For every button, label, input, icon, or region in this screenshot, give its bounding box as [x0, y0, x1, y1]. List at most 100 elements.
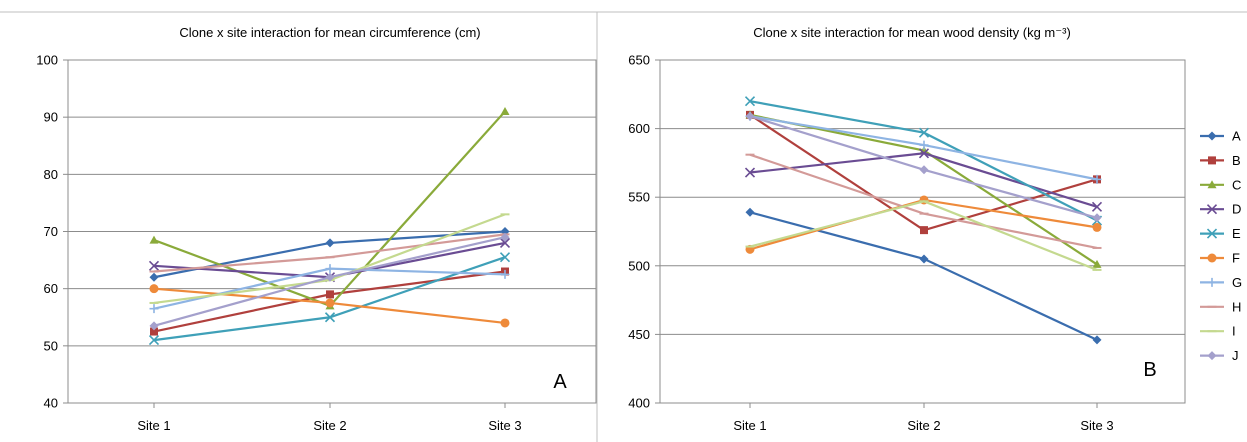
series-I — [745, 200, 1102, 271]
legend-label: F — [1232, 251, 1240, 266]
x-tick-label: Site 1 — [733, 418, 766, 433]
data-point — [150, 327, 158, 336]
chart-panel-wood-density: Clone x site interaction for mean wood d… — [628, 25, 1186, 433]
legend-label: D — [1232, 202, 1241, 217]
legend-marker — [1207, 277, 1217, 287]
y-tick-label: 600 — [628, 121, 650, 136]
x-tick-label: Site 3 — [1080, 418, 1113, 433]
data-point — [499, 237, 511, 248]
y-tick-label: 550 — [628, 190, 650, 205]
series-J — [149, 232, 510, 331]
data-point — [325, 298, 335, 308]
legend-item-B: B — [1200, 153, 1241, 168]
data-point — [919, 165, 929, 175]
y-tick-label: 100 — [36, 53, 58, 68]
chart-title: Clone x site interaction for mean circum… — [179, 25, 480, 40]
legend-label: E — [1232, 226, 1241, 241]
data-point — [149, 284, 159, 294]
x-tick-label: Site 2 — [907, 418, 940, 433]
data-point — [325, 264, 335, 274]
legend-marker — [1207, 180, 1217, 189]
series-J — [745, 111, 1102, 223]
legend-label: B — [1232, 153, 1241, 168]
data-point — [1092, 222, 1102, 232]
y-tick-label: 70 — [44, 224, 58, 239]
x-axis-ticks: Site 1 Site 2 Site 3 — [137, 403, 522, 433]
series-E — [744, 96, 1103, 226]
data-point — [1092, 213, 1102, 223]
data-point — [920, 226, 928, 235]
legend-item-I: I — [1200, 324, 1236, 339]
legend-item-E: E — [1200, 226, 1241, 241]
legend-marker — [1207, 351, 1217, 361]
y-tick-label: 80 — [44, 167, 58, 182]
legend-label: A — [1232, 129, 1241, 144]
y-tick-label: 450 — [628, 327, 650, 342]
data-point — [745, 207, 755, 217]
legend-label: G — [1232, 275, 1242, 290]
data-point — [744, 96, 756, 107]
series-A — [745, 207, 1102, 345]
chart-title: Clone x site interaction for mean wood d… — [753, 25, 1071, 40]
x-tick-label: Site 3 — [488, 418, 521, 433]
series-F — [149, 284, 510, 328]
data-point — [1091, 201, 1103, 212]
legend-item-D: D — [1200, 202, 1241, 217]
legend-item-H: H — [1200, 299, 1241, 314]
data-point — [500, 269, 510, 279]
data-point — [149, 321, 159, 331]
data-point — [919, 140, 929, 150]
y-axis-ticks: 400 450 500 550 600 650 — [628, 53, 660, 411]
legend-marker — [1208, 156, 1216, 165]
legend-item-C: C — [1200, 177, 1241, 192]
data-point — [324, 312, 336, 323]
y-axis-ticks: 40 50 60 70 80 90 100 — [36, 53, 68, 411]
data-point — [325, 238, 335, 248]
data-point — [744, 167, 756, 178]
legend-label: J — [1232, 348, 1239, 363]
y-tick-label: 40 — [44, 396, 58, 411]
data-point — [1092, 259, 1102, 268]
series-H — [745, 153, 1102, 250]
data-point — [919, 254, 929, 264]
data-point — [918, 127, 930, 138]
legend-label: I — [1232, 324, 1236, 339]
y-tick-label: 60 — [44, 281, 58, 296]
legend-item-J: J — [1200, 348, 1239, 363]
x-tick-label: Site 1 — [137, 418, 170, 433]
series-E — [148, 252, 511, 346]
data-point — [500, 106, 510, 115]
data-point — [326, 290, 334, 299]
data-point — [1092, 174, 1102, 184]
legend-item-G: G — [1200, 275, 1242, 290]
data-point — [500, 232, 510, 242]
legend-marker — [1206, 204, 1218, 215]
y-tick-label: 90 — [44, 110, 58, 125]
chart-panel-circumference: Clone x site interaction for mean circum… — [36, 25, 597, 433]
data-point — [745, 111, 755, 121]
x-axis-ticks: Site 1 Site 2 Site 3 — [733, 403, 1114, 433]
data-point — [918, 148, 930, 159]
panel-label: B — [1143, 359, 1156, 381]
data-point — [149, 235, 159, 244]
legend-label: C — [1232, 177, 1241, 192]
series-lines — [148, 106, 511, 346]
gridlines — [68, 116, 596, 347]
legend-item-A: A — [1200, 129, 1241, 144]
data-point — [500, 318, 510, 328]
data-point — [1092, 335, 1102, 345]
series-lines — [744, 96, 1103, 345]
data-point — [325, 272, 335, 282]
data-point — [148, 335, 160, 346]
series-D — [744, 148, 1103, 212]
legend-item-F: F — [1200, 251, 1240, 266]
y-tick-label: 650 — [628, 53, 650, 68]
data-point — [148, 260, 160, 271]
data-point — [149, 304, 159, 314]
legend-marker — [1206, 228, 1218, 239]
y-tick-label: 50 — [44, 338, 58, 353]
y-tick-label: 400 — [628, 396, 650, 411]
data-point — [499, 252, 511, 263]
